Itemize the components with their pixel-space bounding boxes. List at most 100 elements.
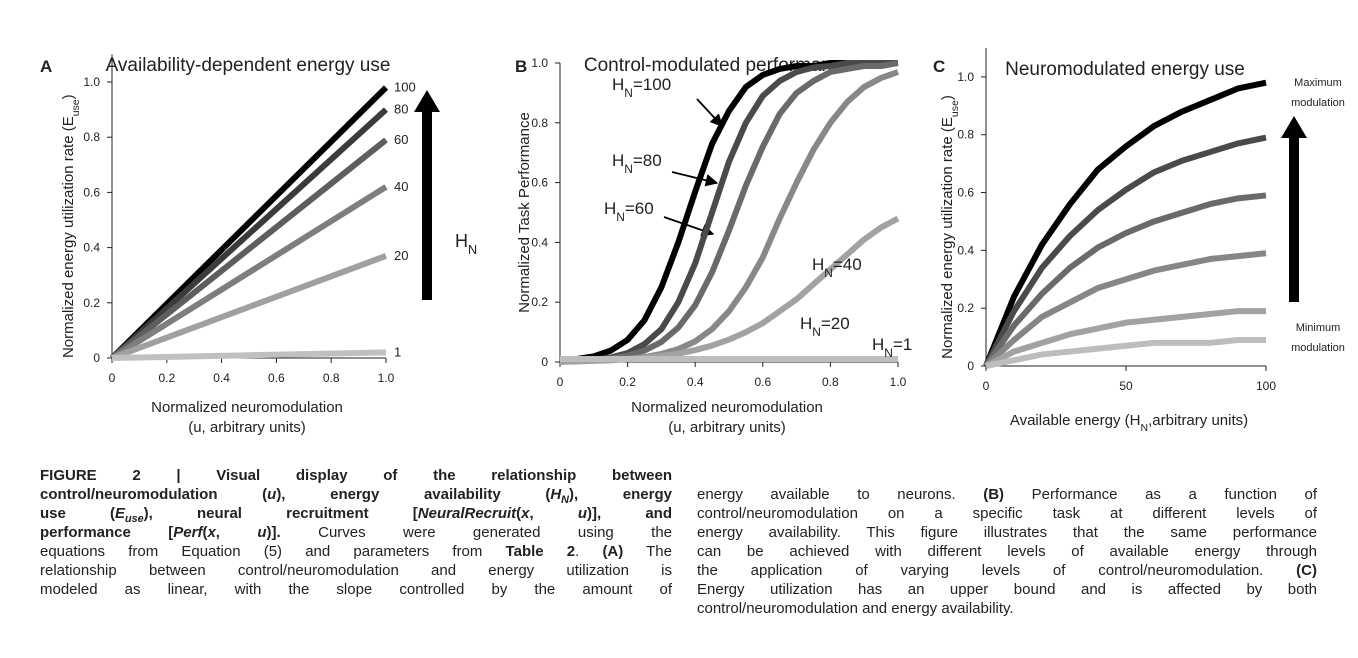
x-axis-label: Normalized neuromodulation (u, arbitrary …: [631, 399, 823, 436]
x-axis-label-line: (u, arbitrary units): [188, 419, 306, 436]
caption-text: Curves were generated using the: [280, 524, 673, 541]
caption-line: relationship between control/neuromodula…: [40, 561, 672, 580]
series-line: [983, 192, 1267, 368]
x-axis-label-line: (u, arbitrary units): [668, 419, 786, 436]
x-tick-label: 0.8: [323, 371, 340, 385]
series-label: 40: [394, 179, 408, 194]
y-axis-label-part: use: [949, 100, 961, 117]
series-line: [983, 250, 1267, 369]
annotation: HN=80: [612, 151, 662, 176]
y-axis-label-part: ): [60, 94, 77, 99]
y-tick-label: 0.4: [957, 243, 974, 257]
caption-line: energy available to neurons. (B) Perform…: [697, 485, 1317, 504]
annotation-part: H: [812, 255, 824, 274]
annotation: HN=100: [612, 75, 671, 100]
caption-text: x: [207, 524, 216, 541]
caption-text: control/neuromodulation on a specific ta…: [697, 505, 1317, 522]
caption-text: u: [257, 524, 267, 541]
arrow: [414, 90, 440, 300]
annotation: Maximum modulation: [1291, 77, 1345, 109]
series-line: [983, 79, 1267, 368]
panel-label: B: [515, 57, 527, 76]
x-tick-label: 1.0: [378, 371, 395, 385]
annotation-part: N: [616, 210, 625, 224]
caption-text: ), neural recruitment [: [143, 505, 418, 522]
series-line: [111, 349, 387, 361]
annotation-part: =100: [633, 75, 671, 94]
series-label: 60: [394, 132, 408, 147]
series-line: [983, 134, 1267, 368]
y-axis-label: Normalized energy utilization rate (Euse…: [939, 95, 961, 359]
x-tick-label: 0.6: [268, 371, 285, 385]
x-tick-label: 0.2: [619, 375, 636, 389]
x-axis-label-line: Normalized neuromodulation: [151, 399, 343, 416]
x-axis-label-line: Normalized neuromodulation: [631, 399, 823, 416]
y-tick-label: 0.6: [83, 185, 100, 199]
annotation-part: =60: [625, 199, 654, 218]
y-axis-label-part: Normalized Task Performance: [516, 112, 533, 313]
annotation-line: Minimum: [1296, 322, 1341, 334]
series-line: [559, 215, 900, 365]
caption-text: FIGURE 2 | Visual display of the relatio…: [40, 467, 672, 484]
x-tick-label: 0: [983, 379, 990, 393]
annotation-line: modulation: [1291, 342, 1345, 354]
y-tick-label: 0.8: [531, 116, 548, 130]
series-label: 100: [394, 80, 416, 95]
y-tick-label: 0.2: [957, 301, 974, 315]
y-axis-label-part: ): [939, 95, 956, 100]
annotation-part: =20: [821, 314, 850, 333]
caption-text: equations from Equation (5) and paramete…: [40, 543, 506, 560]
annotation: HN=1: [872, 335, 912, 360]
x-axis-label: Normalized neuromodulation (u, arbitrary …: [151, 399, 343, 436]
series-line: [110, 184, 388, 361]
series-label: 1: [394, 344, 401, 359]
figure: A Availability-dependent energy use 0 0.2 0.…: [40, 48, 1345, 436]
caption-line: performance [Perf(x, u)]. Curves were ge…: [40, 523, 672, 542]
caption-text: ,: [215, 524, 258, 541]
y-tick-label: 1.0: [957, 70, 974, 84]
series-line: [109, 107, 389, 361]
annotation-part: =80: [633, 151, 662, 170]
y-axis-label-part: Normalized energy utilization rate (E: [939, 117, 956, 359]
y-tick-label: 0.2: [531, 295, 548, 309]
caption-text: control/neuromodulation (: [40, 486, 268, 503]
series-line: [110, 137, 388, 361]
caption-text: can be achieved with different levels of…: [697, 543, 1317, 560]
caption-text: energy availability. This figure illustr…: [697, 524, 1317, 541]
caption-line: energy availability. This figure illustr…: [697, 523, 1317, 542]
annotation-part: H: [612, 75, 624, 94]
caption-text: (A): [602, 543, 624, 560]
caption-text: The: [623, 543, 672, 560]
caption-text: (C): [1296, 562, 1317, 579]
caption-line: the application of varying levels of con…: [697, 561, 1317, 580]
annotation-part: N: [884, 346, 893, 360]
caption-line: control/neuromodulation (u), energy avai…: [40, 485, 672, 506]
caption-text: u: [267, 486, 277, 503]
caption-line: FIGURE 2 | Visual display of the relatio…: [40, 466, 672, 485]
annotation-part: =1: [893, 335, 912, 354]
caption-text: modeled as linear, with the slope contro…: [40, 581, 672, 598]
caption-line: equations from Equation (5) and paramete…: [40, 542, 672, 561]
panel-label: A: [40, 57, 52, 76]
x-axis-label-part: ,arbitrary units): [1148, 412, 1248, 429]
caption-text: energy available to neurons.: [697, 486, 984, 503]
annotation-part: H: [800, 314, 812, 333]
caption-text: ), energy: [568, 486, 672, 503]
x-tick-label: 0: [557, 375, 564, 389]
caption-text: ,: [529, 505, 578, 522]
caption-text: N: [561, 494, 569, 506]
x-tick-label: 0.2: [158, 371, 175, 385]
caption-column: energy available to neurons. (B) Perform…: [697, 485, 1317, 618]
arrow: [1281, 116, 1307, 302]
annotation-part: H: [455, 231, 468, 251]
y-tick-label: 0.6: [957, 186, 974, 200]
caption-text: use: [125, 513, 144, 525]
annotation-part: N: [812, 325, 821, 339]
caption-line: Energy utilization has an upper bound an…: [697, 580, 1317, 599]
caption-text: use (: [40, 505, 115, 522]
x-tick-label: 1.0: [890, 375, 907, 389]
x-tick-label: 0.4: [213, 371, 230, 385]
caption-text: )].: [266, 524, 281, 541]
series-line: [110, 253, 388, 361]
